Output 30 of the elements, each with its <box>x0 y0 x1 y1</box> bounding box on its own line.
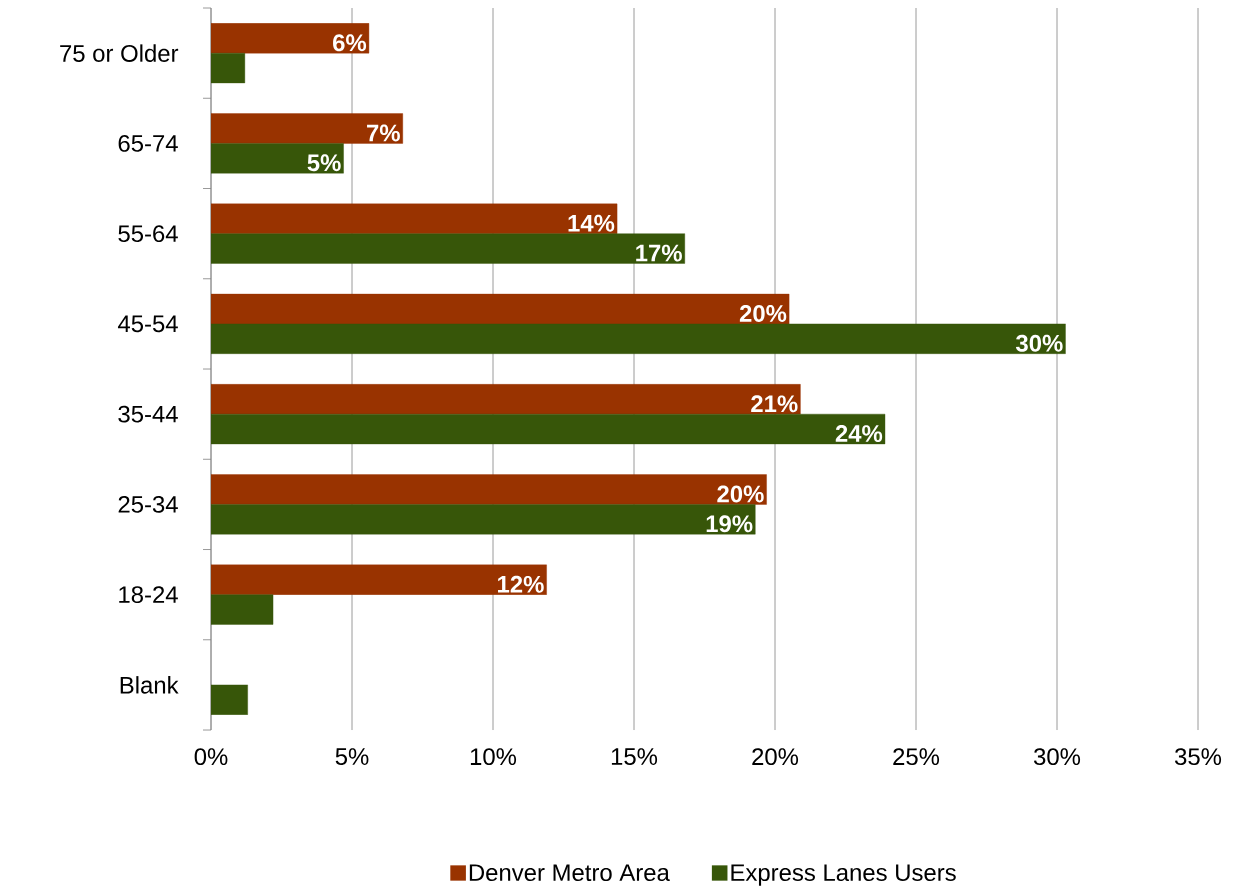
data-label: 5% <box>307 154 341 172</box>
x-tick-label: 10% <box>470 748 517 766</box>
data-label: 7% <box>367 124 400 142</box>
data-label: 21% <box>751 395 798 413</box>
data-label: 14% <box>568 214 615 232</box>
x-tick-label: 15% <box>611 748 658 766</box>
x-tick-label: 5% <box>335 748 369 766</box>
y-tick-label: 45-54 <box>117 315 178 333</box>
data-label: 17% <box>636 244 682 262</box>
data-label: 20% <box>739 305 787 322</box>
y-tick-label: 75 or Older <box>60 44 179 62</box>
data-label: 12% <box>498 575 544 593</box>
x-tick-label: 0% <box>194 748 228 766</box>
y-tick-label: 18-24 <box>119 586 178 604</box>
data-label: 20% <box>717 485 764 503</box>
x-tick-label: 25% <box>893 748 940 766</box>
data-label: 6% <box>333 34 367 52</box>
data-label: 24% <box>835 425 883 442</box>
x-tick-label: 20% <box>752 748 799 766</box>
y-tick-label: 35-44 <box>118 405 178 423</box>
y-tick-label: 25-34 <box>118 495 178 513</box>
legend-label: Denver Metro Area <box>469 864 670 882</box>
y-tick-label: Blank <box>120 676 179 694</box>
y-tick-label: 55-64 <box>118 225 178 243</box>
x-tick-label: 30% <box>1033 748 1081 766</box>
y-tick-label: 65-74 <box>118 134 178 152</box>
data-label: 30% <box>1015 334 1063 352</box>
legend-label: Express Lanes Users <box>731 864 956 886</box>
data-label: 19% <box>706 515 753 533</box>
x-tick-label: 35% <box>1174 748 1222 766</box>
